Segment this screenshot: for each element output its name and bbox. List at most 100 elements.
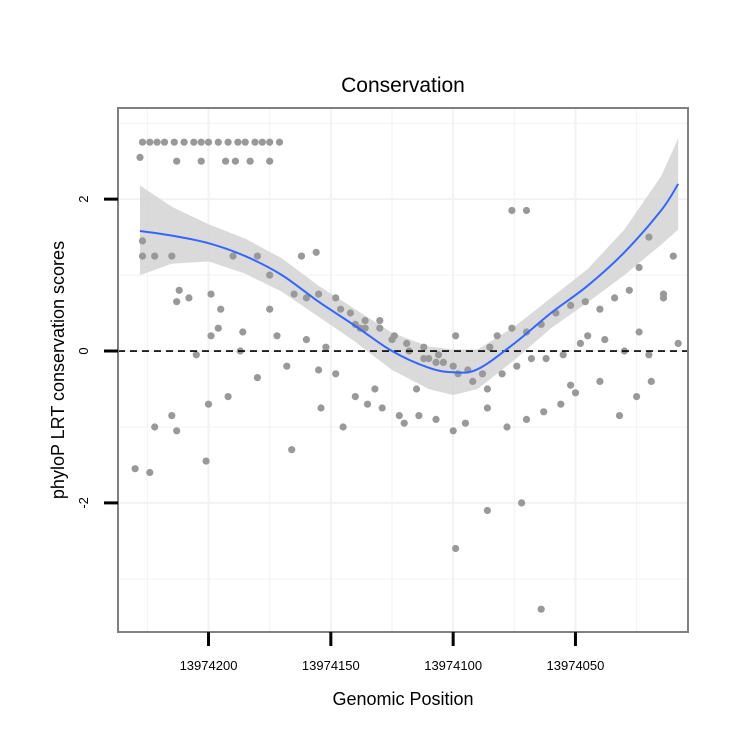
data-point — [197, 157, 205, 165]
data-point — [449, 362, 457, 370]
data-point — [251, 138, 259, 146]
data-point — [615, 412, 624, 420]
data-point — [486, 343, 494, 351]
data-point — [395, 412, 403, 420]
x-axis-title: Genomic Position — [332, 689, 473, 709]
data-point — [207, 290, 215, 298]
y-tick-label: -2 — [76, 497, 91, 509]
data-point — [508, 206, 516, 215]
data-point — [332, 370, 340, 378]
x-tick-label: 13974150 — [302, 658, 360, 673]
data-point — [454, 370, 462, 378]
data-point — [151, 423, 159, 431]
grid-lines — [118, 108, 688, 632]
data-point — [266, 138, 274, 146]
data-point — [452, 332, 460, 340]
data-point — [332, 294, 340, 302]
y-axis-title: phyloP LRT conservation scores — [48, 241, 68, 499]
data-point — [315, 366, 323, 374]
data-point — [297, 252, 306, 260]
data-point — [160, 138, 169, 146]
data-point — [635, 263, 643, 272]
x-tick-label: 13974100 — [424, 658, 482, 673]
data-point — [557, 400, 565, 408]
data-point — [173, 157, 181, 165]
smooth-line-layer — [139, 183, 680, 374]
data-point — [576, 339, 585, 347]
data-point — [540, 408, 548, 416]
data-point — [527, 355, 536, 363]
data-point — [415, 412, 423, 420]
data-point — [231, 157, 239, 165]
data-point — [434, 351, 443, 359]
data-point — [175, 286, 183, 294]
data-point — [522, 206, 531, 215]
data-point — [131, 465, 139, 473]
data-point — [376, 317, 384, 325]
data-point — [559, 351, 567, 359]
data-point — [483, 506, 491, 515]
data-point — [136, 153, 144, 161]
data-point — [151, 252, 159, 260]
data-point — [266, 305, 274, 313]
data-point — [173, 427, 181, 435]
axis-ticks: 13974200 13974150 13974100 13974050 -2 0 2 — [76, 195, 604, 673]
data-point — [204, 400, 213, 408]
data-point — [571, 389, 580, 397]
data-point — [192, 351, 200, 359]
data-point — [229, 252, 237, 260]
data-point — [361, 317, 369, 325]
data-point — [217, 305, 225, 313]
data-point — [273, 332, 281, 340]
data-point — [584, 332, 592, 340]
data-point — [153, 138, 161, 146]
data-point — [596, 377, 604, 385]
data-point — [625, 286, 633, 294]
data-point — [420, 343, 428, 351]
data-point — [378, 404, 386, 412]
data-point — [513, 362, 521, 370]
data-point — [222, 157, 230, 165]
data-point — [224, 393, 232, 401]
data-point — [138, 138, 147, 146]
data-point — [371, 385, 379, 393]
data-point — [173, 298, 181, 306]
data-point — [611, 294, 619, 302]
data-point — [567, 301, 575, 309]
data-point — [647, 377, 655, 385]
data-point — [432, 358, 440, 366]
confidence-band-layer — [140, 138, 679, 396]
data-point — [146, 468, 154, 477]
data-point — [170, 138, 178, 146]
data-point — [337, 305, 345, 313]
data-point — [315, 290, 323, 298]
data-point — [302, 336, 310, 344]
data-point — [241, 138, 249, 146]
data-point — [376, 324, 384, 332]
data-point — [596, 305, 604, 313]
data-point — [542, 355, 550, 363]
scatter-points — [131, 138, 682, 613]
data-point — [439, 358, 447, 366]
data-point — [317, 404, 325, 412]
data-point — [239, 328, 247, 336]
data-point — [645, 351, 653, 359]
data-point — [388, 336, 396, 344]
data-point — [207, 332, 215, 340]
data-point — [190, 138, 198, 146]
data-point — [449, 427, 457, 435]
data-point — [275, 138, 284, 146]
chart-title: Conservation — [341, 74, 465, 97]
data-point — [322, 343, 330, 351]
data-point — [567, 381, 575, 389]
data-point — [168, 252, 176, 260]
data-point — [138, 252, 147, 260]
data-point — [469, 377, 477, 385]
data-point — [452, 544, 460, 553]
data-point — [508, 324, 516, 332]
data-point — [214, 138, 222, 146]
data-point — [363, 400, 372, 408]
data-point — [197, 138, 205, 146]
